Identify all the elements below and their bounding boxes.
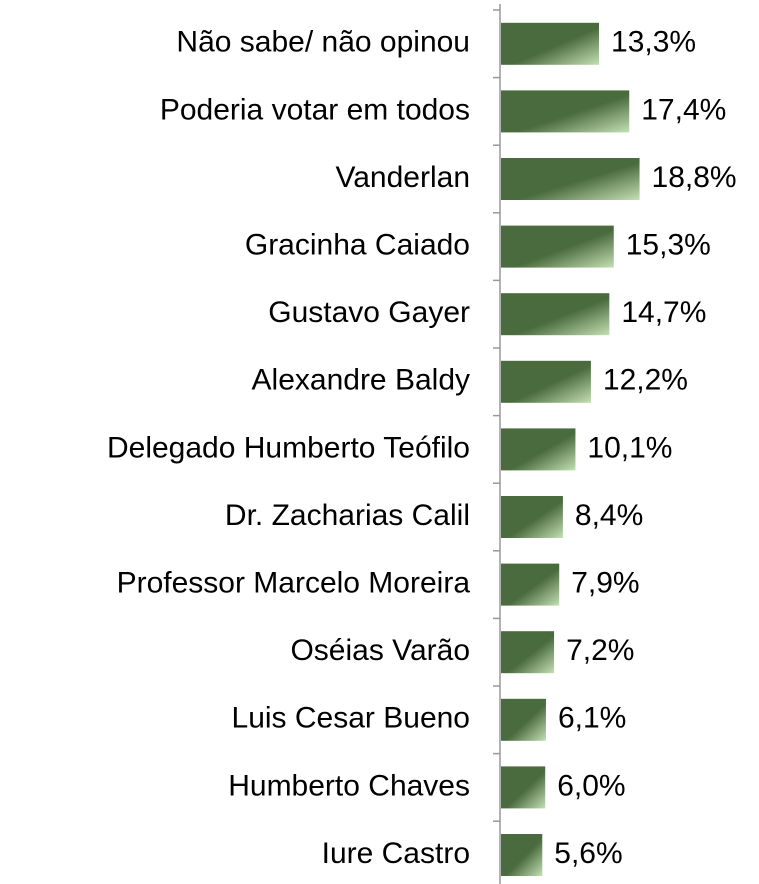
bar	[501, 293, 610, 336]
category-label: Iure Castro	[322, 837, 470, 870]
value-label: 7,2%	[566, 634, 634, 667]
value-label: 6,0%	[557, 769, 625, 802]
bar	[501, 428, 576, 471]
value-label: 17,4%	[641, 93, 726, 126]
value-label: 8,4%	[575, 499, 643, 532]
bar	[501, 225, 614, 268]
category-label: Gustavo Gayer	[268, 296, 470, 329]
category-label: Oséias Varão	[290, 634, 470, 667]
bar	[501, 563, 560, 606]
value-label: 14,7%	[621, 296, 706, 329]
bar	[501, 766, 546, 809]
value-label: 15,3%	[626, 229, 711, 262]
category-label: Humberto Chaves	[228, 769, 470, 802]
bar	[501, 158, 640, 200]
category-label: Não sabe/ não opinou	[176, 26, 470, 59]
category-label: Vanderlan	[335, 161, 470, 194]
category-label: Gracinha Caiado	[245, 229, 470, 262]
category-label: Luis Cesar Bueno	[232, 702, 470, 735]
category-label: Poderia votar em todos	[160, 93, 470, 126]
category-label: Delegado Humberto Teófilo	[107, 431, 470, 464]
value-label: 10,1%	[587, 431, 672, 464]
bar	[501, 496, 563, 538]
bar	[501, 834, 543, 876]
category-label: Alexandre Baldy	[252, 364, 470, 397]
bar	[501, 698, 546, 741]
bar	[501, 22, 600, 65]
value-label: 13,3%	[611, 26, 696, 59]
value-label: 12,2%	[603, 364, 688, 397]
bar	[501, 90, 630, 133]
category-label: Dr. Zacharias Calil	[225, 499, 470, 532]
value-label: 5,6%	[554, 837, 622, 870]
value-label: 6,1%	[558, 702, 626, 735]
category-label: Professor Marcelo Moreira	[117, 567, 471, 600]
value-label: 18,8%	[652, 161, 737, 194]
bar	[501, 360, 591, 403]
bar	[501, 631, 555, 674]
value-label: 7,9%	[571, 567, 639, 600]
